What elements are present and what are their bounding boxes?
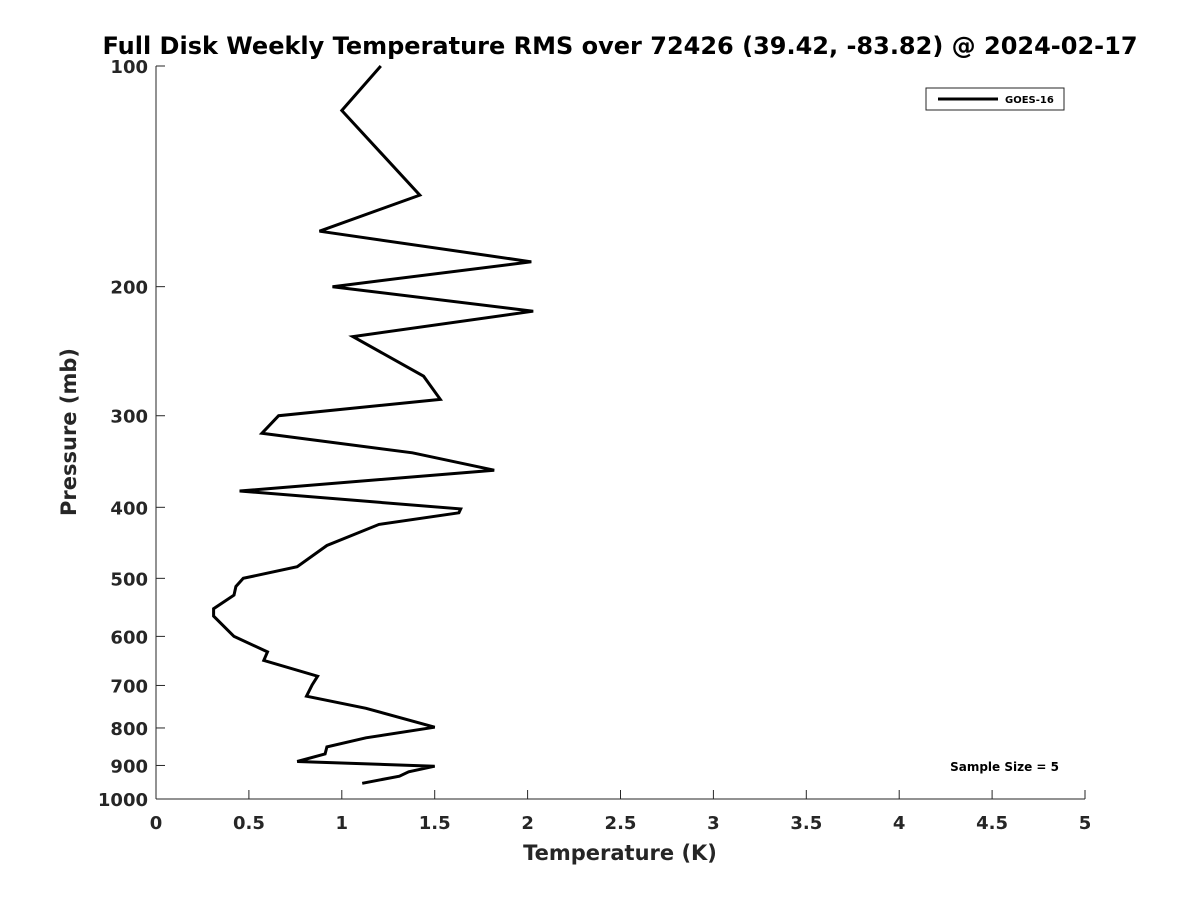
x-tick-label: 3	[707, 813, 720, 834]
x-tick-label: 5	[1079, 813, 1092, 834]
x-tick-label: 3.5	[790, 813, 822, 834]
x-tick-label: 0.5	[233, 813, 265, 834]
y-tick-label: 500	[110, 569, 148, 590]
x-tick-label: 4	[893, 813, 906, 834]
x-tick-label: 2	[521, 813, 534, 834]
legend: GOES-16	[925, 87, 1065, 111]
x-axis-label: Temperature (K)	[523, 841, 717, 865]
y-tick-label: 300	[110, 407, 148, 428]
y-tick-label: 800	[110, 719, 148, 740]
sample-size-annotation: Sample Size = 5	[950, 760, 1059, 774]
y-tick-label: 600	[110, 627, 148, 648]
axes: 0 0.5 1 1.5 2 2.5 3 3.5 4 4.5 5 100 200 300 400 500 600 7…	[98, 57, 1091, 834]
y-tick-label: 200	[110, 278, 148, 299]
x-tick-label: 0	[150, 813, 163, 834]
y-tick-label: 900	[110, 756, 148, 777]
y-axis-label: Pressure (mb)	[57, 348, 81, 516]
y-tick-label: 400	[110, 498, 148, 519]
plot-area	[212, 65, 534, 785]
x-tick-label: 1	[336, 813, 349, 834]
y-tick-label: 100	[110, 57, 148, 78]
x-tick-label: 1.5	[419, 813, 451, 834]
x-tick-label: 2.5	[605, 813, 637, 834]
x-tick-label: 4.5	[976, 813, 1008, 834]
legend-label: GOES-16	[1005, 95, 1054, 106]
y-tick-label: 1000	[98, 790, 148, 811]
chart-title: Full Disk Weekly Temperature RMS over 72…	[102, 32, 1137, 60]
series-line	[212, 65, 534, 785]
y-tick-label: 700	[110, 676, 148, 697]
